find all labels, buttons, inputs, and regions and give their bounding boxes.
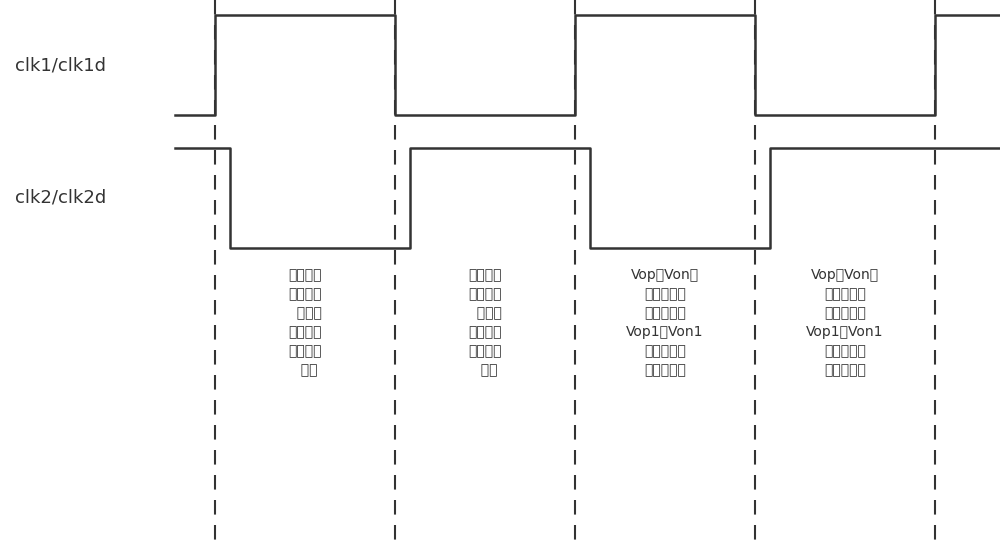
Text: 第一级积
分器信号
  传输；
第二级积
分器信号
  传输: 第一级积 分器信号 传输； 第二级积 分器信号 传输 — [468, 268, 502, 377]
Text: Vop和Von为
第一级积分
器的输出；
Vop1和Von1
为第二级积
分器的输出: Vop和Von为 第一级积分 器的输出； Vop1和Von1 为第二级积 分器的… — [806, 268, 884, 377]
Text: 第一级积
分器信号
  采集；
第二级积
分器信号
  采集: 第一级积 分器信号 采集； 第二级积 分器信号 采集 — [288, 268, 322, 377]
Text: clk2/clk2d: clk2/clk2d — [15, 189, 106, 207]
Text: Vop和Von为
第一级积分
器的输出；
Vop1和Von1
为第二级积
分器的输出: Vop和Von为 第一级积分 器的输出； Vop1和Von1 为第二级积 分器的… — [626, 268, 704, 377]
Text: clk1/clk1d: clk1/clk1d — [15, 56, 106, 74]
